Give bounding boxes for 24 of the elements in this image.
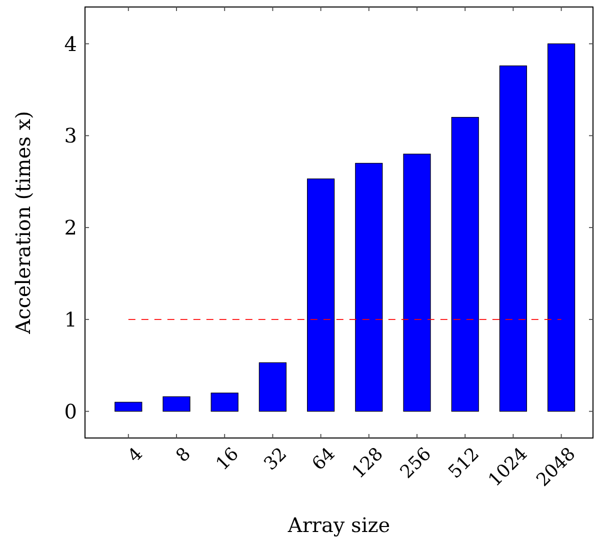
bar: [114, 402, 142, 412]
bar: [210, 392, 238, 412]
bar: [355, 162, 383, 412]
y-tick-label: 3: [64, 124, 77, 148]
x-tick-label: 16: [212, 444, 244, 475]
bar: [451, 116, 479, 412]
x-tick-label: 512: [444, 444, 484, 483]
x-tick-label: 32: [260, 444, 292, 475]
x-tick-label: 64: [308, 444, 340, 475]
y-tick-label: 2: [64, 216, 77, 240]
bar: [162, 396, 190, 412]
x-tick-label: 4: [124, 444, 147, 467]
bar: [258, 362, 286, 412]
x-tick-label: 8: [172, 444, 195, 467]
x-tick-label: 128: [348, 444, 388, 483]
y-tick-label: 4: [64, 32, 77, 56]
y-tick-label: 0: [64, 399, 77, 424]
bar: [499, 66, 527, 412]
bar: [307, 178, 335, 412]
x-axis-title: Array size: [286, 513, 390, 537]
bar: [548, 43, 576, 412]
y-axis-title: Acceleration (times x): [11, 111, 35, 335]
y-tick-label: 1: [64, 307, 77, 332]
bar: [403, 154, 431, 412]
